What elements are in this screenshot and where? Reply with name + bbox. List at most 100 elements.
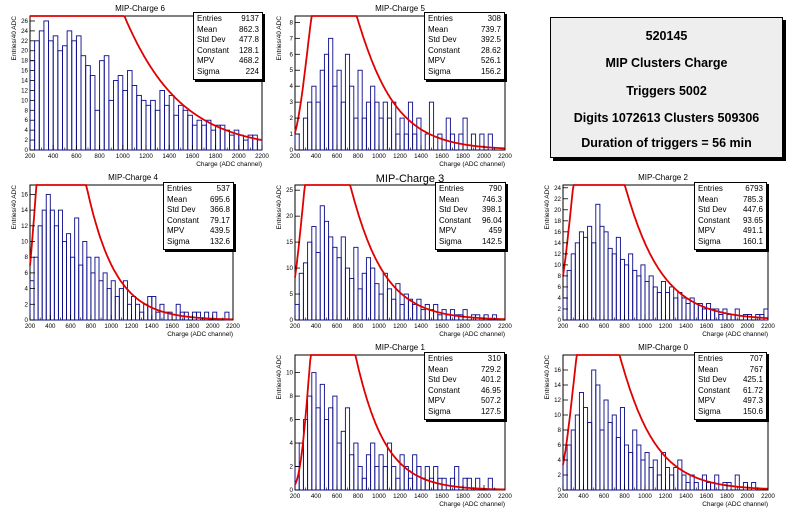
stats-row-std-dev: Std Dev 366.8 [167,205,230,216]
histogram-bin [487,133,493,151]
landau-fit-curve [30,15,263,141]
stats-row-sigma: Sigma 156.2 [428,67,501,78]
landau-fit-curve [562,184,769,320]
stats-row-mpv: MPV 526.1 [428,56,501,67]
x-axis-label: Charge (ADC channel) [439,161,505,168]
y-tick-label: 2 [558,306,562,313]
stat-label: Entries [439,184,464,193]
stat-value: 142.5 [481,236,502,246]
x-tick-label: 1000 [372,323,386,330]
y-tick-label: 0 [290,487,294,494]
x-tick-label: 200 [558,493,569,500]
stats-box-1: Entries 308 Mean 739.7 Std Dev 392.5 Constant 2… [424,12,505,80]
x-tick-label: 200 [290,493,301,500]
x-tick-label: 1800 [186,323,200,330]
stats-row-mpv: MPV 491.1 [698,226,763,237]
stat-label: Entries [698,354,723,363]
stats-box-6: Entries 707 Mean 767 Std Dev 425.1 Constant 61.… [694,352,767,420]
x-tick-label: 1000 [638,323,652,330]
stats-row-mpv: MPV 468.2 [197,56,259,67]
y-tick-label: 2 [558,472,562,479]
stats-row-constant: Constant 79.17 [167,216,230,227]
stat-label: Mean [698,364,719,374]
stat-label: Mean [698,194,719,204]
chart-title: MIP-Charge 2 [638,173,688,182]
stats-row-constant: Constant 96.04 [439,216,502,227]
y-tick-label: 10 [21,97,28,104]
x-tick-label: 2000 [741,493,755,500]
stats-row-entries: Entries 6793 [698,184,763,195]
stat-label: Sigma [197,66,220,76]
stats-box-5: Entries 310 Mean 729.2 Std Dev 401.2 Constant 4… [424,352,505,420]
histogram-panel-3: 200 400 600 800 1000 1200 1400 1600 1800 2000 2200… [276,173,512,338]
stat-label: Constant [428,45,461,55]
y-tick-label: 24 [21,28,28,35]
stats-row-std-dev: Std Dev 477.8 [197,35,259,46]
y-tick-label: 4 [290,440,294,447]
x-tick-label: 600 [599,493,610,500]
stats-row-mean: Mean 729.2 [428,365,501,376]
x-tick-label: 2000 [477,493,491,500]
triggers-text: Triggers 5002 [626,84,707,98]
x-tick-label: 400 [48,153,59,160]
x-tick-label: 400 [311,153,322,160]
stat-label: Entries [197,14,222,23]
stat-value: 46.95 [480,385,501,395]
x-tick-label: 400 [311,323,322,330]
y-tick-label: 6 [25,117,29,124]
stats-box-0: Entries 9137 Mean 862.3 Std Dev 477.8 Constant… [193,12,263,80]
stat-label: Mean [428,364,449,374]
stat-value: 79.17 [209,215,230,225]
histogram-bin [437,133,443,151]
stat-value: 150.6 [742,406,763,416]
x-tick-label: 600 [332,493,343,500]
stat-value: 310 [487,354,501,363]
stats-row-std-dev: Std Dev 401.2 [428,375,501,386]
landau-fit-curve [294,354,506,491]
stat-value: 28.62 [480,45,501,55]
y-tick-label: 10 [21,239,28,246]
stat-label: Sigma [167,236,190,246]
stat-value: 308 [487,14,501,23]
landau-fit-curve [294,184,505,321]
y-tick-label: 18 [554,218,561,225]
histogram-bin [353,246,359,321]
x-tick-label: 1000 [116,153,130,160]
y-tick-label: 8 [290,393,294,400]
y-tick-label: 2 [290,464,294,471]
y-tick-label: 10 [286,370,293,377]
stats-row-sigma: Sigma 224 [197,67,259,78]
x-tick-label: 1200 [659,323,673,330]
stat-value: 468.2 [238,56,259,66]
stat-value: 128.1 [238,45,259,55]
y-tick-label: 12 [554,397,561,404]
stats-row-entries: Entries 9137 [197,14,259,25]
stats-row-mean: Mean 767 [698,365,763,376]
x-tick-label: 1600 [700,493,714,500]
x-tick-label: 1600 [435,153,449,160]
chart-title: MIP-Charge 1 [375,343,425,352]
y-tick-label: 2 [25,137,29,144]
stats-box-2: Entries 537 Mean 695.6 Std Dev 366.8 Constant 7… [163,182,234,250]
stat-value: 537 [216,184,230,193]
stat-value: 160.1 [742,236,763,246]
stats-row-constant: Constant 46.95 [428,386,501,397]
x-axis-label: Charge (ADC channel) [702,501,768,508]
y-tick-label: 0 [25,317,29,324]
y-tick-label: 16 [554,229,561,236]
y-tick-label: 3 [290,99,294,106]
digits-clusters-text: Digits 1072613 Clusters 509306 [573,111,760,125]
x-tick-label: 1200 [393,153,407,160]
x-tick-label: 1800 [720,493,734,500]
y-tick-label: 0 [290,147,294,154]
x-tick-label: 1200 [393,493,407,500]
stat-label: MPV [167,226,185,236]
stat-value: 785.3 [742,194,763,204]
stat-value: 366.8 [209,205,230,215]
histogram-bin [204,311,210,321]
y-axis: 0 5 10 15 20 25 [286,187,300,324]
stats-row-entries: Entries 308 [428,14,501,25]
stat-label: MPV [428,56,446,66]
stat-label: MPV [698,226,716,236]
x-tick-label: 2200 [761,493,775,500]
